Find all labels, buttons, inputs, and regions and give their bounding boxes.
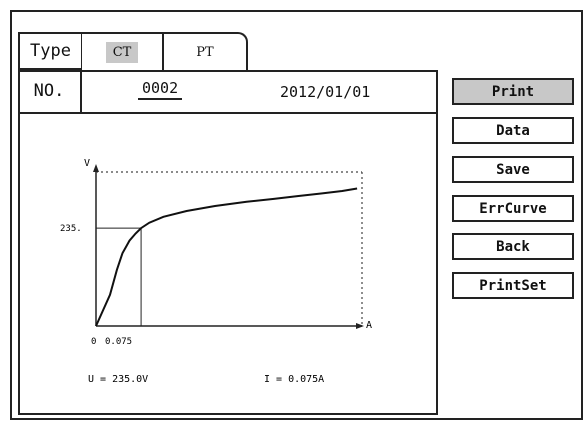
device-frame xyxy=(10,10,583,420)
tab-ct-label: CT xyxy=(105,41,139,63)
voltage-readout: U = 235.0V xyxy=(88,374,148,385)
excitation-curve xyxy=(95,187,358,327)
data-button[interactable]: Data xyxy=(452,117,574,144)
x-tick-label-marker: 0.075 xyxy=(105,337,132,347)
y-axis-arrow xyxy=(93,164,99,172)
current-readout: I = 0.075A xyxy=(264,374,324,385)
y-axis-label: V xyxy=(84,158,90,169)
x-axis-label: A xyxy=(366,320,372,331)
tab-pt-label: PT xyxy=(196,44,214,60)
excitation-chart: V A 235. 0 0.075 U = 235.0V I = 0.075A xyxy=(60,158,372,385)
record-date: 2012/01/01 xyxy=(280,83,371,101)
save-button[interactable]: Save xyxy=(452,156,574,183)
tab-pt[interactable]: PT xyxy=(164,32,248,70)
x-axis-arrow xyxy=(356,323,364,329)
back-button[interactable]: Back xyxy=(452,233,574,260)
errcurve-button[interactable]: ErrCurve xyxy=(452,195,574,222)
x-tick-label-zero: 0 xyxy=(91,337,96,347)
tab-ct[interactable]: CT xyxy=(82,32,164,70)
record-row: NO. 0002 2012/01/01 xyxy=(18,70,438,114)
print-button[interactable]: Print xyxy=(452,78,574,105)
printset-button[interactable]: PrintSet xyxy=(452,272,574,299)
y-tick-label: 235. xyxy=(60,224,82,234)
main-panel xyxy=(18,70,438,415)
type-label: Type xyxy=(18,32,82,70)
record-number-field[interactable]: 0002 xyxy=(138,79,183,100)
record-number-label: NO. xyxy=(18,70,82,112)
